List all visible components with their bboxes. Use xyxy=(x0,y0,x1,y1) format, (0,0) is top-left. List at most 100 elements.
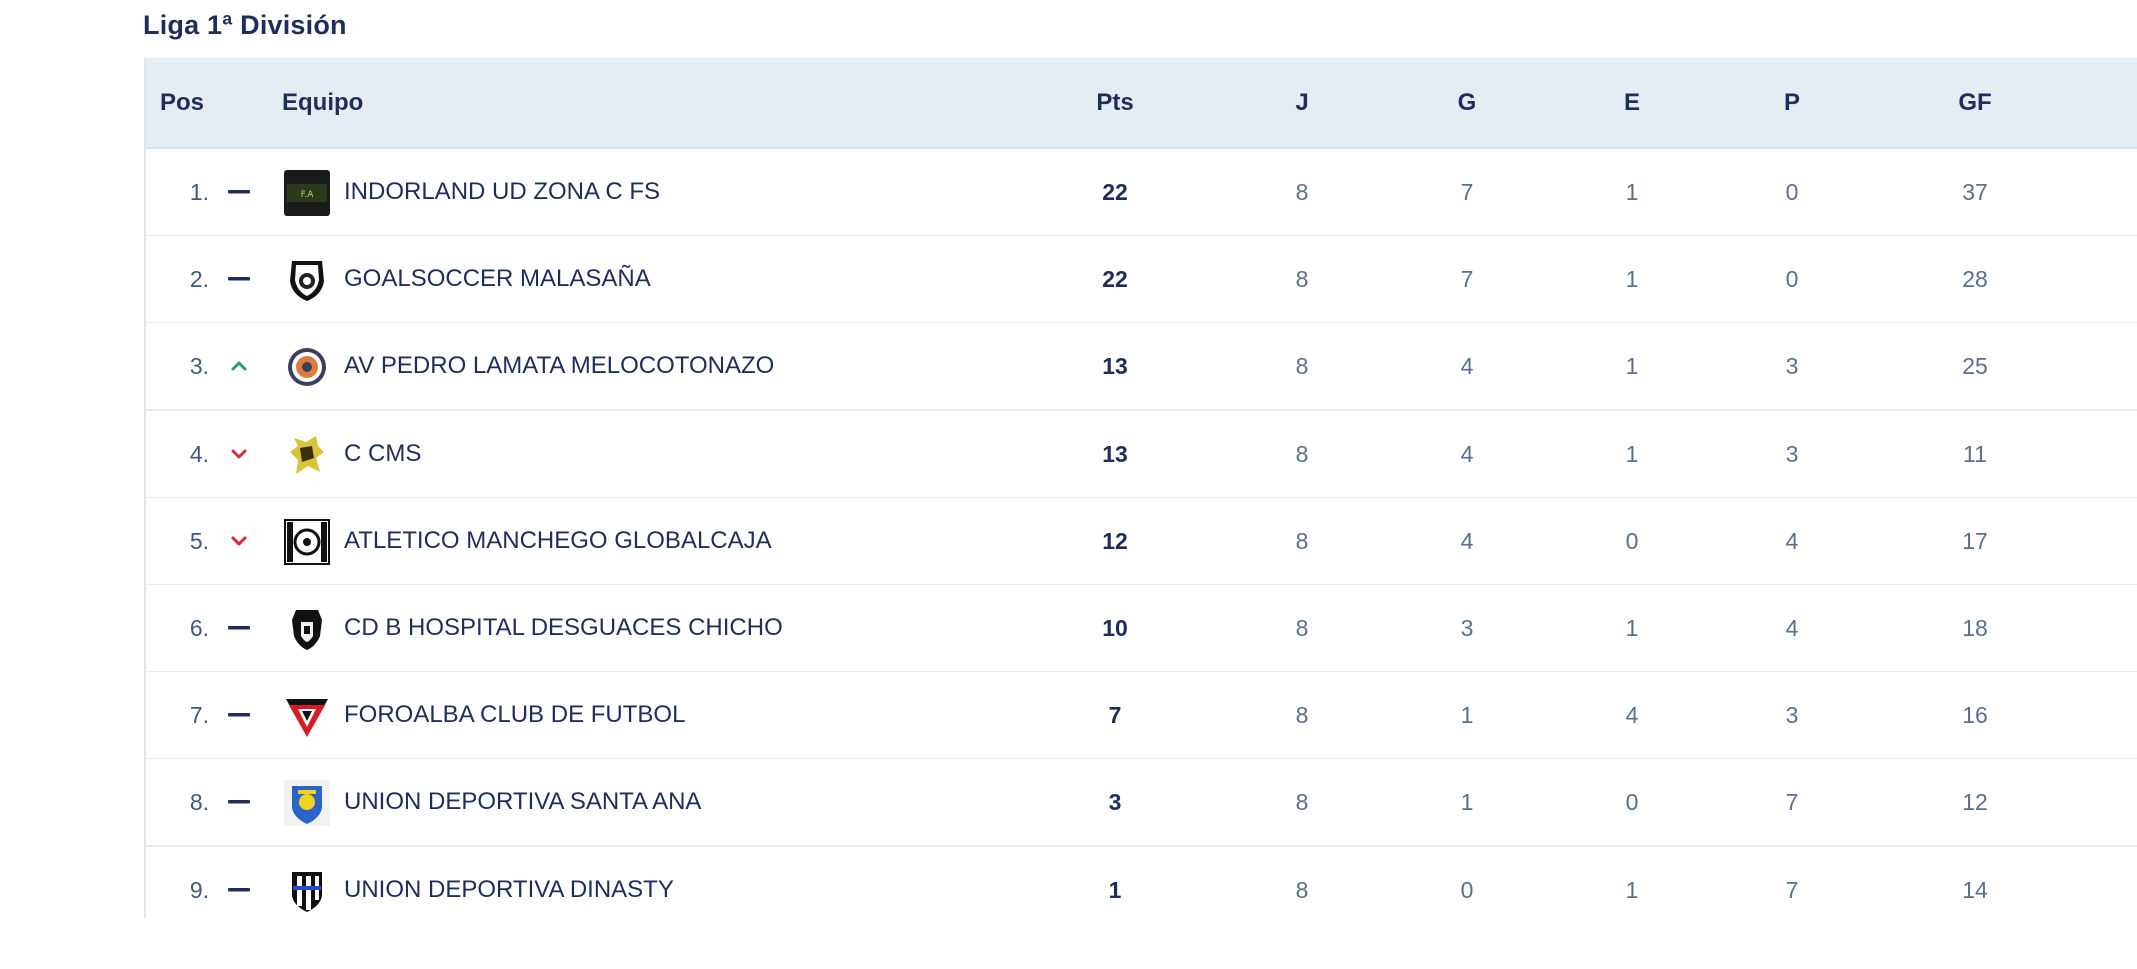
team-name[interactable]: AV PEDRO LAMATA MELOCOTONAZO xyxy=(344,352,775,380)
goals-for: 18 xyxy=(1962,615,1988,641)
trend-down-icon xyxy=(226,441,252,467)
header-team[interactable]: Equipo xyxy=(282,89,364,116)
drawn: 4 xyxy=(1625,702,1639,729)
position: 6. xyxy=(189,615,209,641)
lost: 0 xyxy=(1785,179,1799,205)
lost: 7 xyxy=(1785,876,1799,903)
drawn: 0 xyxy=(1625,789,1639,816)
played: 8 xyxy=(1295,876,1309,903)
points: 1 xyxy=(1108,876,1122,903)
lost: 7 xyxy=(1785,789,1799,816)
table-row[interactable]: 4. C CMS 13 8 4 1 3 11 xyxy=(146,410,2137,499)
table-row[interactable]: 6. CD B HOSPITAL DESGUACES CHICHO 10 8 3 1 4 18 xyxy=(146,585,2137,673)
team-name[interactable]: GOALSOCCER MALASAÑA xyxy=(344,265,651,293)
points: 3 xyxy=(1108,789,1122,816)
trend-same-icon xyxy=(226,702,252,728)
cd-b-hospital-crest-icon xyxy=(284,606,330,652)
lost: 3 xyxy=(1785,702,1799,729)
points: 7 xyxy=(1108,702,1122,729)
points: 12 xyxy=(1102,527,1128,554)
points: 13 xyxy=(1102,353,1128,380)
won: 7 xyxy=(1460,179,1474,205)
points: 10 xyxy=(1102,615,1128,641)
lost: 4 xyxy=(1785,615,1799,641)
trend-same-icon xyxy=(226,266,252,292)
trend-same-icon xyxy=(226,179,252,205)
ccms-crest-icon xyxy=(284,432,330,478)
won: 1 xyxy=(1460,789,1474,816)
trend-up-icon xyxy=(226,353,252,379)
header-pts[interactable]: Pts xyxy=(1096,89,1134,116)
svg-text:F.A: F.A xyxy=(301,190,315,200)
table-row[interactable]: 5. ATLETICO MANCHEGO GLOBALCAJA 12 8 4 0 4 17 xyxy=(146,497,2137,586)
header-played[interactable]: J xyxy=(1295,89,1309,116)
won: 4 xyxy=(1460,440,1474,467)
points: 13 xyxy=(1102,440,1128,467)
table-row[interactable]: 8. UNION DEPORTIVA SANTA ANA 3 8 1 0 7 12 xyxy=(146,759,2137,848)
team-name[interactable]: ATLETICO MANCHEGO GLOBALCAJA xyxy=(344,526,772,554)
played: 8 xyxy=(1295,266,1309,293)
team-name[interactable]: C CMS xyxy=(344,439,422,467)
goals-for: 37 xyxy=(1962,179,1988,205)
position: 5. xyxy=(189,527,209,554)
won: 7 xyxy=(1460,266,1474,293)
pedro-lamata-crest-icon xyxy=(284,344,330,390)
played: 8 xyxy=(1295,789,1309,816)
trend-down-icon xyxy=(226,528,252,554)
team-name[interactable]: UNION DEPORTIVA SANTA ANA xyxy=(344,788,702,816)
drawn: 1 xyxy=(1625,353,1639,380)
lost: 3 xyxy=(1785,353,1799,380)
team-name[interactable]: UNION DEPORTIVA DINASTY xyxy=(344,875,674,903)
table-row[interactable]: 1. F.A INDORLAND UD ZONA C FS 22 8 7 1 0 37 xyxy=(146,149,2137,237)
points: 22 xyxy=(1102,266,1128,293)
goalsoccer-crest-icon xyxy=(284,257,330,303)
goals-for: 12 xyxy=(1962,789,1988,816)
played: 8 xyxy=(1295,179,1309,205)
lost: 3 xyxy=(1785,440,1799,467)
trend-same-icon xyxy=(226,789,252,815)
drawn: 1 xyxy=(1625,876,1639,903)
position: 3. xyxy=(189,353,209,380)
won: 4 xyxy=(1460,353,1474,380)
position: 9. xyxy=(189,876,209,903)
won: 0 xyxy=(1460,876,1474,903)
atletico-manchego-crest-icon xyxy=(284,518,330,565)
table-row[interactable]: 2. GOALSOCCER MALASAÑA 22 8 7 1 0 28 xyxy=(146,236,2137,325)
team-name[interactable]: FOROALBA CLUB DE FUTBOL xyxy=(344,701,686,729)
position: 2. xyxy=(189,266,209,293)
foroalba-crest-icon xyxy=(284,693,330,739)
santa-ana-crest-icon xyxy=(284,780,330,827)
position: 4. xyxy=(189,440,209,467)
goals-for: 16 xyxy=(1962,702,1988,729)
played: 8 xyxy=(1295,440,1309,467)
table-row[interactable]: 3. AV PEDRO LAMATA MELOCOTONAZO 13 8 4 1 3 25 xyxy=(146,323,2137,412)
table-header: Pos Equipo Pts J G E P GF xyxy=(146,58,2137,149)
won: 4 xyxy=(1460,527,1474,554)
goals-for: 25 xyxy=(1962,353,1988,380)
drawn: 1 xyxy=(1625,179,1639,205)
header-drawn[interactable]: E xyxy=(1623,89,1640,116)
lost: 0 xyxy=(1785,266,1799,293)
played: 8 xyxy=(1295,702,1309,729)
league-title: Liga 1ª División xyxy=(143,10,347,40)
goals-for: 11 xyxy=(1963,440,1987,467)
header-lost[interactable]: P xyxy=(1783,89,1800,116)
drawn: 1 xyxy=(1625,440,1639,467)
played: 8 xyxy=(1295,615,1309,641)
header-won[interactable]: G xyxy=(1457,89,1477,116)
position: 8. xyxy=(189,789,209,816)
position: 1. xyxy=(189,179,209,205)
table-row[interactable]: 7. FOROALBA CLUB DE FUTBOL 7 8 1 4 3 16 xyxy=(146,672,2137,761)
points: 22 xyxy=(1102,179,1128,205)
lost: 4 xyxy=(1785,527,1799,554)
team-name[interactable]: INDORLAND UD ZONA C FS xyxy=(344,178,661,205)
standings-table: Pos Equipo Pts J G E P GF 1. F.A INDORLAND… xyxy=(144,58,2137,918)
team-name[interactable]: CD B HOSPITAL DESGUACES CHICHO xyxy=(344,614,783,641)
trend-same-icon xyxy=(226,877,252,903)
trend-same-icon xyxy=(226,615,252,641)
header-pos[interactable]: Pos xyxy=(160,89,205,116)
won: 3 xyxy=(1460,615,1474,641)
header-goals-for[interactable]: GF xyxy=(1958,89,1992,116)
table-row[interactable]: 9. UNION DEPORTIVA DINASTY 1 8 0 1 7 14 xyxy=(146,846,2137,918)
goals-for: 17 xyxy=(1962,527,1988,554)
